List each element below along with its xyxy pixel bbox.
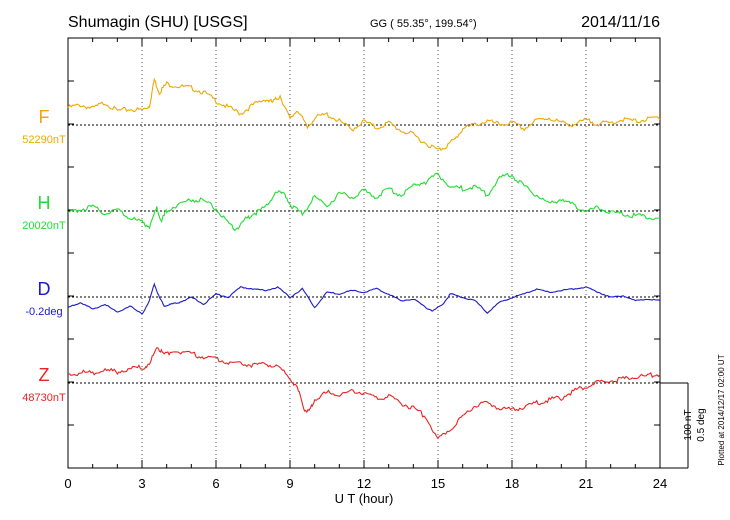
series-line-d xyxy=(67,282,661,315)
coordinates: GG ( 55.35°, 199.54°) xyxy=(370,18,477,30)
x-tick-label: 9 xyxy=(286,476,293,491)
series-lines xyxy=(67,77,661,440)
series-baseline-label-z: 48730nT xyxy=(22,392,66,404)
x-tick-label: 6 xyxy=(212,476,219,491)
x-tick-label: 18 xyxy=(505,476,519,491)
station-title: Shumagin (SHU) [USGS] xyxy=(68,14,248,31)
x-axis-label: U T (hour) xyxy=(335,491,394,506)
plotted-at: Plotted at 2014/12/17 02:00 UT xyxy=(717,354,726,465)
x-tick-label: 0 xyxy=(64,476,71,491)
series-name-h: H xyxy=(38,193,51,213)
scale-bar-nT: 100 nT xyxy=(683,409,694,440)
series-baseline-label-d: -0.2deg xyxy=(25,306,62,318)
series-name-d: D xyxy=(38,279,51,299)
x-tick-label: 24 xyxy=(653,476,667,491)
series-line-h xyxy=(67,172,661,232)
series-name-z: Z xyxy=(39,365,50,385)
scale-bar-deg: 0.5 deg xyxy=(696,408,707,441)
series-labels: F 52290nT H 20020nT D -0.2deg Z 48730nT xyxy=(22,107,66,404)
series-line-z xyxy=(67,347,661,440)
x-tick-label: 12 xyxy=(357,476,371,491)
series-baseline-label-h: 20020nT xyxy=(22,220,66,232)
vertical-grid xyxy=(141,38,587,468)
baselines xyxy=(68,124,660,384)
date-label: 2014/11/16 xyxy=(581,14,660,31)
x-tick-label: 21 xyxy=(579,476,593,491)
series-line-f xyxy=(67,77,661,151)
x-tick-label: 3 xyxy=(138,476,145,491)
series-baseline-label-f: 52290nT xyxy=(22,134,66,146)
scale-bar: 100 nT 0.5 deg xyxy=(660,382,707,469)
x-tick-label: 15 xyxy=(431,476,445,491)
axis-ticks: 0 3 6 9 12 15 18 21 24 xyxy=(64,37,667,491)
series-name-f: F xyxy=(39,107,50,127)
